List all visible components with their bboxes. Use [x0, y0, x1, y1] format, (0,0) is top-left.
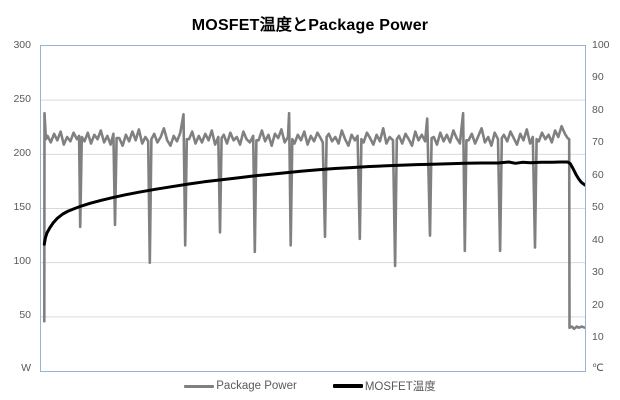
tick-label-left-300: 300 [13, 38, 31, 51]
package-power-line-swatch [184, 384, 215, 388]
tick-label-right-100: 100 [592, 38, 610, 51]
axis-unit-left: W [21, 362, 31, 374]
tick-label-left-200: 200 [13, 146, 31, 159]
package-power-line [42, 111, 585, 331]
tick-label-right-80: 80 [592, 103, 604, 116]
tick-label-left-250: 250 [13, 92, 31, 105]
tick-label-left-150: 150 [13, 201, 31, 213]
tick-label-left-100: 100 [13, 255, 31, 268]
tick-label-left-50: 50 [19, 309, 31, 322]
tick-label-right-20: 20 [592, 298, 604, 311]
tick-label-right-70: 70 [592, 136, 604, 148]
mosfet-temp-line [42, 160, 585, 246]
tick-label-right-90: 90 [592, 71, 604, 83]
legend: Package Power MOSFET温度 [0, 378, 620, 394]
plot-area [40, 45, 586, 372]
axis-unit-right: ℃ [592, 362, 604, 374]
tick-label-right-30: 30 [592, 266, 604, 278]
tick-label-right-50: 50 [592, 201, 604, 213]
legend-item-mosfet-temp: MOSFET温度 [332, 378, 436, 394]
legend-label-mosfet-temp: MOSFET温度 [364, 381, 436, 393]
chart-title: MOSFET温度とPackage Power [191, 17, 429, 34]
mosfet-temp-line-swatch [332, 384, 363, 388]
legend-item-package-power: Package Power [184, 380, 297, 392]
tick-label-right-10: 10 [592, 331, 604, 343]
legend-label-package-power: Package Power [216, 380, 297, 392]
tick-label-right-60: 60 [592, 168, 604, 181]
tick-label-right-40: 40 [592, 233, 604, 246]
plot-svg [41, 99, 585, 331]
